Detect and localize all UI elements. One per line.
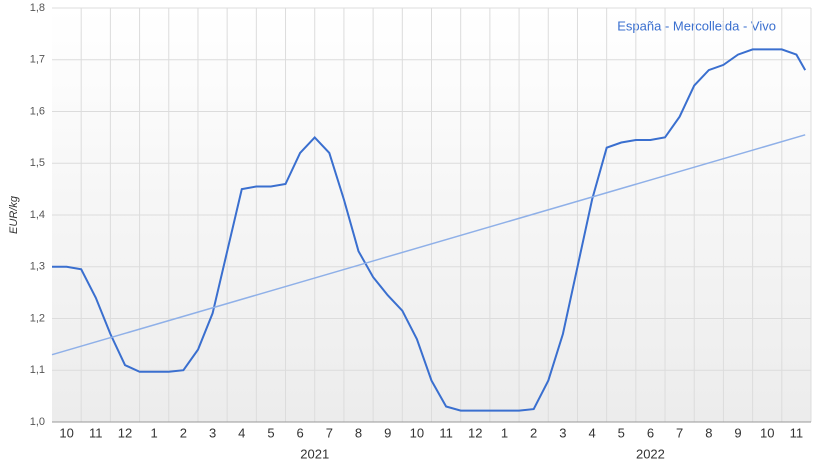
y-tick-label: 1,6 [30, 105, 45, 117]
x-tick-label: 6 [647, 425, 654, 440]
y-tick-label: 1,8 [30, 2, 45, 14]
line [52, 48, 807, 412]
y-tick-label: 1,7 [30, 54, 45, 66]
x-tick-label: 10 [59, 425, 73, 440]
y-axis-label: EUR/kg [8, 195, 20, 234]
x-tick-label: 1 [501, 425, 508, 440]
x-tick-label: 1 [151, 425, 158, 440]
x-tick-label: 11 [89, 425, 103, 440]
x-tick-label: 10 [410, 425, 424, 440]
x-tick-label: 7 [326, 425, 333, 440]
x-group-label: 2022 [636, 446, 665, 461]
x-tick-label: 11 [439, 425, 453, 440]
x-tick-label: 8 [705, 425, 712, 440]
x-tick-label: 4 [238, 425, 245, 440]
x-tick-label: 12 [118, 425, 132, 440]
annotation: España - Mercolleida - Vivo [617, 18, 776, 33]
x-tick-label: 6 [297, 425, 304, 440]
y-tick-label: 1,3 [30, 261, 45, 273]
y-tick-label: 1,5 [30, 157, 45, 169]
x-tick-label: 4 [588, 425, 595, 440]
x-tick-label: 8 [355, 425, 362, 440]
x-tick-label: 3 [559, 425, 566, 440]
y-tick-label: 1,1 [30, 364, 45, 376]
x-tick-label: 11 [790, 425, 804, 440]
x-tick-label: 7 [676, 425, 683, 440]
x-group-label: 2021 [300, 446, 329, 461]
x-tick-label: 2 [530, 425, 537, 440]
x-tick-label: 5 [618, 425, 625, 440]
x-tick-label: 9 [734, 425, 741, 440]
x-tick-label: 12 [468, 425, 482, 440]
x-tick-label: 3 [209, 425, 216, 440]
x-tick-label: 9 [384, 425, 391, 440]
line [51, 134, 806, 356]
x-tick-label: 10 [760, 425, 774, 440]
y-tick-label: 1,4 [30, 209, 45, 221]
x-tick-label: 2 [180, 425, 187, 440]
x-tick-label: 5 [267, 425, 274, 440]
y-tick-label: 1,2 [30, 312, 45, 324]
y-tick-label: 1,0 [30, 416, 45, 428]
